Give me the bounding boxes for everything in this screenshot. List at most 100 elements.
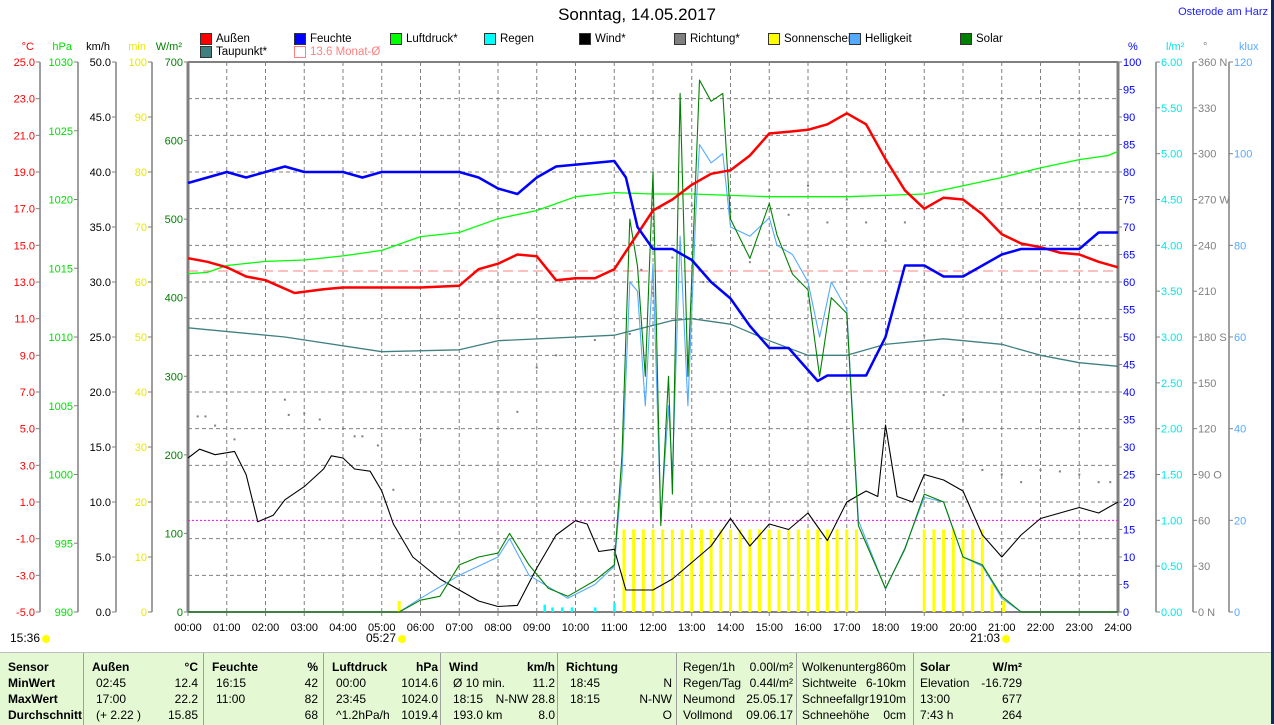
axis-unit-label: km/h xyxy=(86,41,110,53)
legend-swatch-icon xyxy=(200,45,212,58)
axis-tick-label: 70 xyxy=(1123,222,1135,234)
sunshine-bar xyxy=(806,529,810,612)
axis-tick-label: 45 xyxy=(1123,360,1135,372)
row-label: MinWert xyxy=(8,676,56,690)
table-value: 677 xyxy=(1001,692,1022,706)
sunshine-bar xyxy=(845,529,849,612)
x-tick-label: 21:00 xyxy=(988,622,1016,634)
axis-tick-label: -1.0 xyxy=(16,534,35,546)
sunshine-bar xyxy=(951,529,955,612)
x-tick-label: 14:00 xyxy=(717,622,745,634)
series-line-solar xyxy=(188,79,1118,613)
axis-tick-label: 7.0 xyxy=(20,387,35,399)
sunset-time: 21:03 xyxy=(970,631,1001,645)
table-time: 16:15 xyxy=(216,676,247,690)
axis-tick-label: 70 xyxy=(135,222,147,234)
axis-tick-label: 40 xyxy=(1123,387,1135,399)
column-header: Luftdruck xyxy=(332,660,388,674)
axis-tick-label: 0 xyxy=(1234,607,1240,619)
direction-dot xyxy=(903,221,906,224)
legend-swatch-icon xyxy=(294,45,306,58)
axis-tick-label: 25 xyxy=(1123,470,1135,482)
legend-item: Außen xyxy=(200,32,250,45)
info-value: 09.06.17 xyxy=(746,708,793,722)
direction-dot xyxy=(640,268,643,271)
direction-dot xyxy=(214,424,217,427)
statistics-table: Sensor MinWert MaxWert Durchschnitt Außen °C 0… xyxy=(0,652,1271,725)
axis-tick-label: 15 xyxy=(1123,525,1135,537)
axis-tick-label: 100 xyxy=(165,528,183,540)
direction-dot xyxy=(1078,473,1081,476)
axis-tick-label: 40 xyxy=(135,387,147,399)
table-time: 18:15 xyxy=(570,692,601,706)
table-time: 02:45 xyxy=(96,676,127,690)
sunshine-bar xyxy=(690,529,694,612)
axis-tick-label: 25.0 xyxy=(90,332,111,344)
sunshine-bar xyxy=(990,584,994,612)
column-header: Richtung xyxy=(566,660,618,674)
axis-tick-label: 30 xyxy=(1123,442,1135,454)
sunshine-bar xyxy=(670,529,674,612)
table-time: 11:00 xyxy=(216,692,246,706)
axis-tick-label: 10 xyxy=(1123,552,1135,564)
station-link[interactable]: Osterode am Harz xyxy=(1178,6,1268,18)
sun-icon xyxy=(42,634,51,643)
legend-swatch-icon xyxy=(674,32,686,45)
axis-tick-label: 5.00 xyxy=(1161,149,1182,161)
table-value: -16.729 xyxy=(981,676,1022,690)
info-label: Neumond xyxy=(683,692,736,706)
legend-label: Regen xyxy=(500,32,534,45)
direction-dot xyxy=(342,427,344,430)
axis-tick-label: 50 xyxy=(135,332,147,344)
rain-bar xyxy=(551,607,554,612)
x-tick-label: 18:00 xyxy=(872,622,900,634)
column-unit: W/m² xyxy=(992,660,1022,674)
sunshine-bar xyxy=(922,529,926,612)
direction-dot xyxy=(710,244,713,247)
table-value: 12.4 xyxy=(174,676,198,690)
axis-tick-label: 19.0 xyxy=(14,167,35,179)
direction-dot xyxy=(283,398,286,401)
table-time: 7:43 h xyxy=(920,708,954,722)
table-value: 8.0 xyxy=(538,708,555,722)
x-tick-label: 12:00 xyxy=(639,622,667,634)
axis-tick-label: 1020 xyxy=(49,195,73,207)
window-border xyxy=(1271,0,1274,724)
direction-dot xyxy=(593,339,596,342)
axis-tick-label: 90 xyxy=(1123,112,1135,124)
legend-item: Solar xyxy=(960,32,1003,45)
axis-tick-label: 100 xyxy=(129,57,147,69)
direction-dot xyxy=(287,413,290,416)
legend-swatch-icon xyxy=(484,32,496,45)
axis-tick-label: 90 xyxy=(135,112,147,124)
sunshine-bar xyxy=(971,529,975,612)
axis-tick-label: 240 xyxy=(1198,240,1216,252)
axis-tick-label: 330 xyxy=(1198,103,1216,115)
rain-bar xyxy=(613,602,616,612)
axis-tick-label: 4.00 xyxy=(1161,240,1182,252)
direction-dot xyxy=(1020,481,1023,484)
legend-item: Richtung* xyxy=(674,32,740,45)
table-time: 18:45 xyxy=(570,676,601,690)
sunshine-bar xyxy=(787,529,791,612)
column-header: Außen xyxy=(92,660,130,674)
x-tick-label: 00:00 xyxy=(174,622,202,634)
x-tick-label: 06:00 xyxy=(407,622,435,634)
axis-tick-label: 600 xyxy=(165,136,183,148)
axis-tick-label: 300 xyxy=(165,371,183,383)
direction-dot xyxy=(652,291,654,294)
axis-unit-label: l/m² xyxy=(1166,41,1185,53)
table-divider xyxy=(796,653,797,725)
direction-dot xyxy=(361,435,364,438)
table-value: 1024.0 xyxy=(401,692,438,706)
axis-unit-label: ° xyxy=(1203,41,1207,53)
table-divider xyxy=(913,653,914,725)
sunshine-bar xyxy=(632,529,636,612)
table-value: O xyxy=(662,708,672,722)
table-value: N-NW 28.8 xyxy=(495,692,555,706)
x-tick-label: 13:00 xyxy=(678,622,706,634)
legend-label: Außen xyxy=(216,32,250,45)
axis-tick-label: 60 xyxy=(1198,515,1210,527)
axis-tick-label: 1005 xyxy=(49,401,73,413)
axis-tick-label: 15.0 xyxy=(14,240,35,252)
